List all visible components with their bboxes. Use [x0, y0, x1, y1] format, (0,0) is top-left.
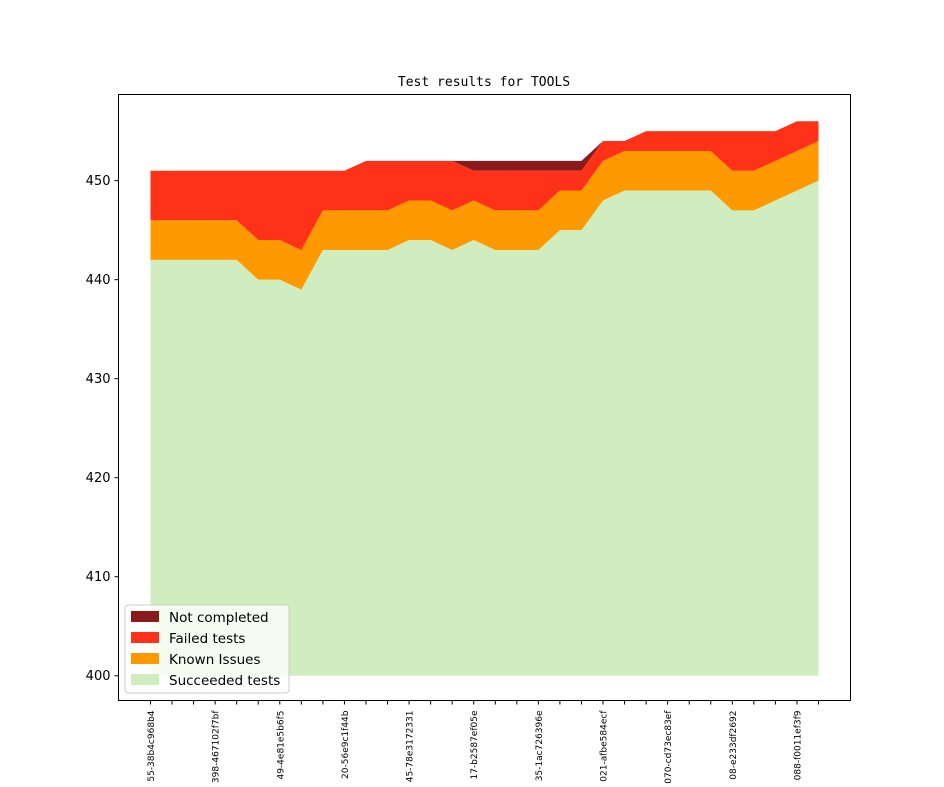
legend-label-failed-tests: Failed tests [169, 631, 245, 647]
x-tick-label: 55-38b4c968b4 [147, 710, 157, 781]
legend-swatch-failed-tests [131, 632, 159, 643]
y-tick-label: 450 [86, 174, 111, 189]
legend-swatch-succeeded-tests [131, 674, 159, 685]
x-tick-label: 49-4e81e5b6f5 [276, 711, 286, 780]
x-tick-label: 45-78e3172331 [406, 711, 416, 783]
y-axis: 400 410 420 430 440 450 [86, 174, 119, 684]
x-tick-label: 088-f0011ef3f9 [793, 710, 803, 780]
legend-label-not-completed: Not completed [169, 610, 269, 626]
y-tick-label: 430 [86, 372, 111, 387]
chart-title: Test results for TOOLS [398, 75, 570, 90]
x-tick-label: 35-1ac726396e [535, 710, 545, 781]
x-tick-label: 17-b2587ef05e [470, 710, 480, 779]
area-failed-tests [150, 121, 819, 250]
x-tick-label: 070-cd73ec83ef [664, 710, 674, 784]
y-tick-label: 420 [86, 471, 111, 486]
area-not-completed [150, 121, 819, 171]
area-known-issues [150, 141, 819, 290]
x-tick-label: 20-56e9c1f44b [341, 710, 351, 779]
x-tick-label: 08-e233df2692 [729, 711, 739, 780]
legend: Not completed Failed tests Known Issues Suc… [124, 604, 290, 694]
y-tick-label: 440 [86, 273, 111, 288]
legend-label-succeeded-tests: Succeeded tests [169, 673, 280, 689]
legend-swatch-known-issues [131, 653, 159, 664]
area-layers [150, 121, 819, 676]
legend-swatch-not-completed [131, 611, 159, 622]
y-tick-label: 400 [86, 669, 111, 684]
x-tick-label: 398-467102f7bf [212, 710, 222, 783]
x-tick-label: 021-afbe584ecf [600, 710, 610, 782]
area-succeeded-tests [150, 180, 819, 676]
x-axis: 55-38b4c968b4 398-467102f7bf 49-4e81e5b6f5… [147, 700, 819, 784]
plot-frame [118, 94, 851, 701]
legend-box [124, 604, 290, 694]
legend-label-known-issues: Known Issues [169, 652, 261, 668]
y-tick-label: 410 [86, 570, 111, 585]
